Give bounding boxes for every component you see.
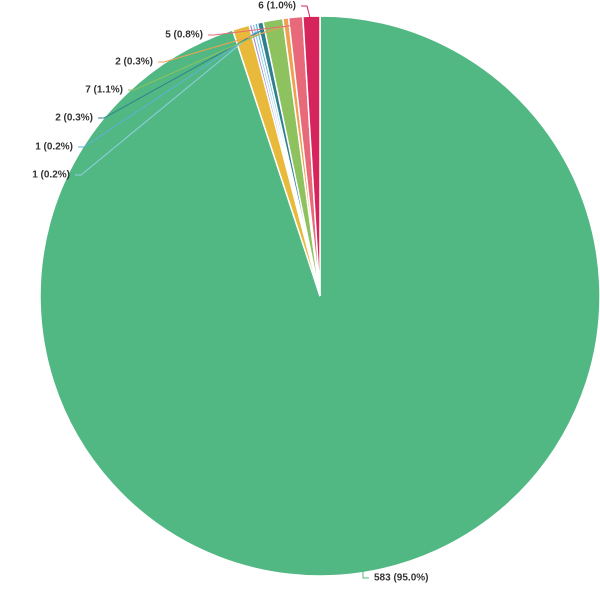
- leader-line: [75, 31, 256, 176]
- data-label: 2 (0.3%): [115, 57, 153, 68]
- data-label: 6 (1.0%): [258, 1, 296, 12]
- leader-line: [78, 30, 259, 148]
- leader-line: [208, 24, 297, 36]
- leader-line: [301, 5, 313, 25]
- data-label: 583 (95.0%): [374, 573, 428, 584]
- data-label: 5 (0.8%): [165, 30, 203, 41]
- data-label: 2 (0.3%): [55, 113, 93, 124]
- data-label: 7 (1.1%): [85, 85, 123, 96]
- pie-slice: [302, 15, 321, 297]
- data-label: 1 (0.2%): [32, 170, 70, 181]
- data-label: 1 (0.2%): [35, 142, 73, 153]
- leader-line: [98, 29, 263, 119]
- leader-line: [362, 564, 369, 579]
- leader-line: [158, 25, 287, 63]
- leader-line: [128, 27, 275, 91]
